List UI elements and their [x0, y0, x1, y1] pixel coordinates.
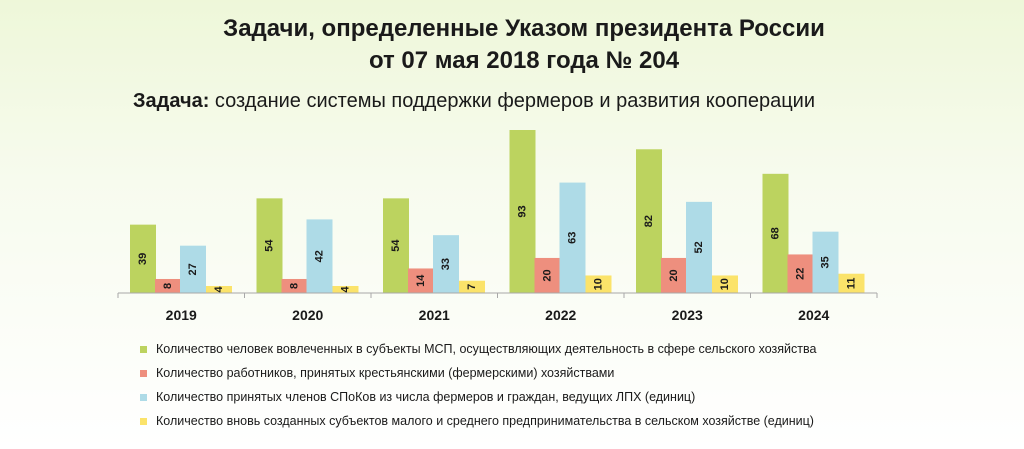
- x-tick-label: 2023: [672, 307, 703, 323]
- x-tick-label: 2024: [798, 307, 829, 323]
- bar: [281, 278, 308, 293]
- x-tick-label: 2021: [419, 307, 450, 323]
- legend-item: Количество вновь созданных субъектов мал…: [140, 409, 816, 433]
- task-label: Задача:: [133, 90, 210, 112]
- bar-value-label: 39: [137, 253, 149, 265]
- legend-item: Количество человек вовлеченных в субъект…: [140, 337, 816, 361]
- x-tick-label: 2019: [166, 307, 197, 323]
- bar: [812, 231, 839, 293]
- bar-value-label: 54: [390, 239, 402, 252]
- bar: [838, 273, 865, 293]
- bar: [762, 173, 789, 293]
- bar: [206, 285, 232, 293]
- bar: [534, 257, 561, 293]
- bar-value-label: 8: [289, 283, 301, 289]
- bar: [155, 278, 181, 293]
- bar-value-label: 82: [643, 215, 655, 227]
- legend: Количество человек вовлеченных в субъект…: [140, 337, 816, 433]
- bar: [433, 235, 459, 293]
- bar-value-label: 20: [668, 269, 680, 281]
- legend-label: Количество человек вовлеченных в субъект…: [156, 342, 817, 356]
- bar-value-label: 7: [466, 284, 478, 290]
- bar: [636, 149, 662, 293]
- legend-item: Количество принятых членов СПоКов из чис…: [140, 385, 816, 409]
- bar: [585, 275, 612, 293]
- bar-value-label: 22: [795, 268, 807, 280]
- legend-label: Количество работников, принятых крестьян…: [156, 366, 615, 380]
- bar-value-label: 68: [770, 227, 782, 239]
- legend-label: Количество вновь созданных субъектов мал…: [156, 414, 814, 428]
- bar-value-label: 4: [340, 286, 352, 293]
- bar-value-label: 27: [187, 263, 199, 275]
- bar: [459, 280, 485, 293]
- bar-value-label: 93: [517, 205, 529, 217]
- bar: [383, 198, 409, 293]
- bar-value-label: 10: [719, 278, 731, 290]
- legend-item: Количество работников, принятых крестьян…: [140, 361, 816, 385]
- bar: [712, 275, 738, 293]
- legend-swatch: [140, 393, 147, 401]
- bar: [559, 182, 586, 293]
- bar-value-label: 20: [542, 269, 554, 281]
- bar-value-label: 10: [593, 278, 605, 290]
- bar: [661, 257, 687, 293]
- bar-value-label: 14: [415, 274, 427, 287]
- chart-title-line-1: Задачи, определенные Указом президента Р…: [223, 15, 825, 42]
- legend-swatch: [140, 345, 147, 353]
- task-text: создание системы поддержки фермеров и ра…: [209, 90, 815, 112]
- bar-value-label: 33: [440, 258, 452, 270]
- bar-value-label: 42: [314, 250, 326, 262]
- bar: [408, 268, 434, 293]
- bar-value-label: 11: [846, 278, 858, 290]
- bar: [787, 254, 814, 293]
- bar: [306, 219, 333, 293]
- x-tick-label: 2020: [292, 307, 323, 323]
- bar: [180, 245, 206, 293]
- legend-swatch: [140, 417, 147, 425]
- bar-value-label: 52: [693, 241, 705, 253]
- bar-value-label: 54: [264, 239, 276, 252]
- bar: [130, 224, 156, 293]
- task-subtitle: Задача: создание системы поддержки ферме…: [133, 90, 815, 113]
- bar-value-label: 8: [162, 283, 174, 289]
- chart-title-line-2: от 07 мая 2018 года № 204: [368, 47, 680, 74]
- bar: [509, 130, 536, 293]
- x-tick-label: 2022: [545, 307, 576, 323]
- bar-value-label: 63: [567, 232, 579, 244]
- bar: [686, 201, 712, 293]
- legend-label: Количество принятых членов СПоКов из чис…: [156, 390, 696, 404]
- bar-value-label: 35: [820, 256, 832, 268]
- bar: [332, 285, 359, 293]
- bar-value-label: 4: [213, 286, 225, 293]
- bar: [256, 198, 283, 293]
- legend-swatch: [140, 369, 147, 377]
